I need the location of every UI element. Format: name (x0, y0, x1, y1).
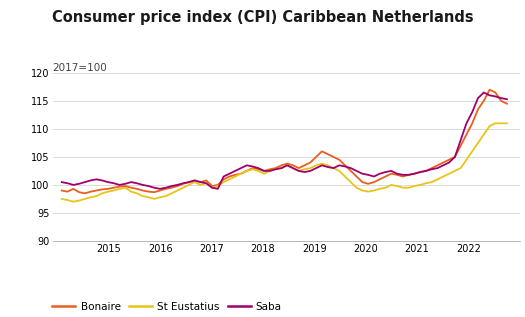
Text: 2017=100: 2017=100 (52, 63, 107, 74)
Text: Consumer price index (CPI) Caribbean Netherlands: Consumer price index (CPI) Caribbean Net… (52, 10, 474, 24)
Legend: Bonaire, St Eustatius, Saba: Bonaire, St Eustatius, Saba (52, 302, 282, 312)
